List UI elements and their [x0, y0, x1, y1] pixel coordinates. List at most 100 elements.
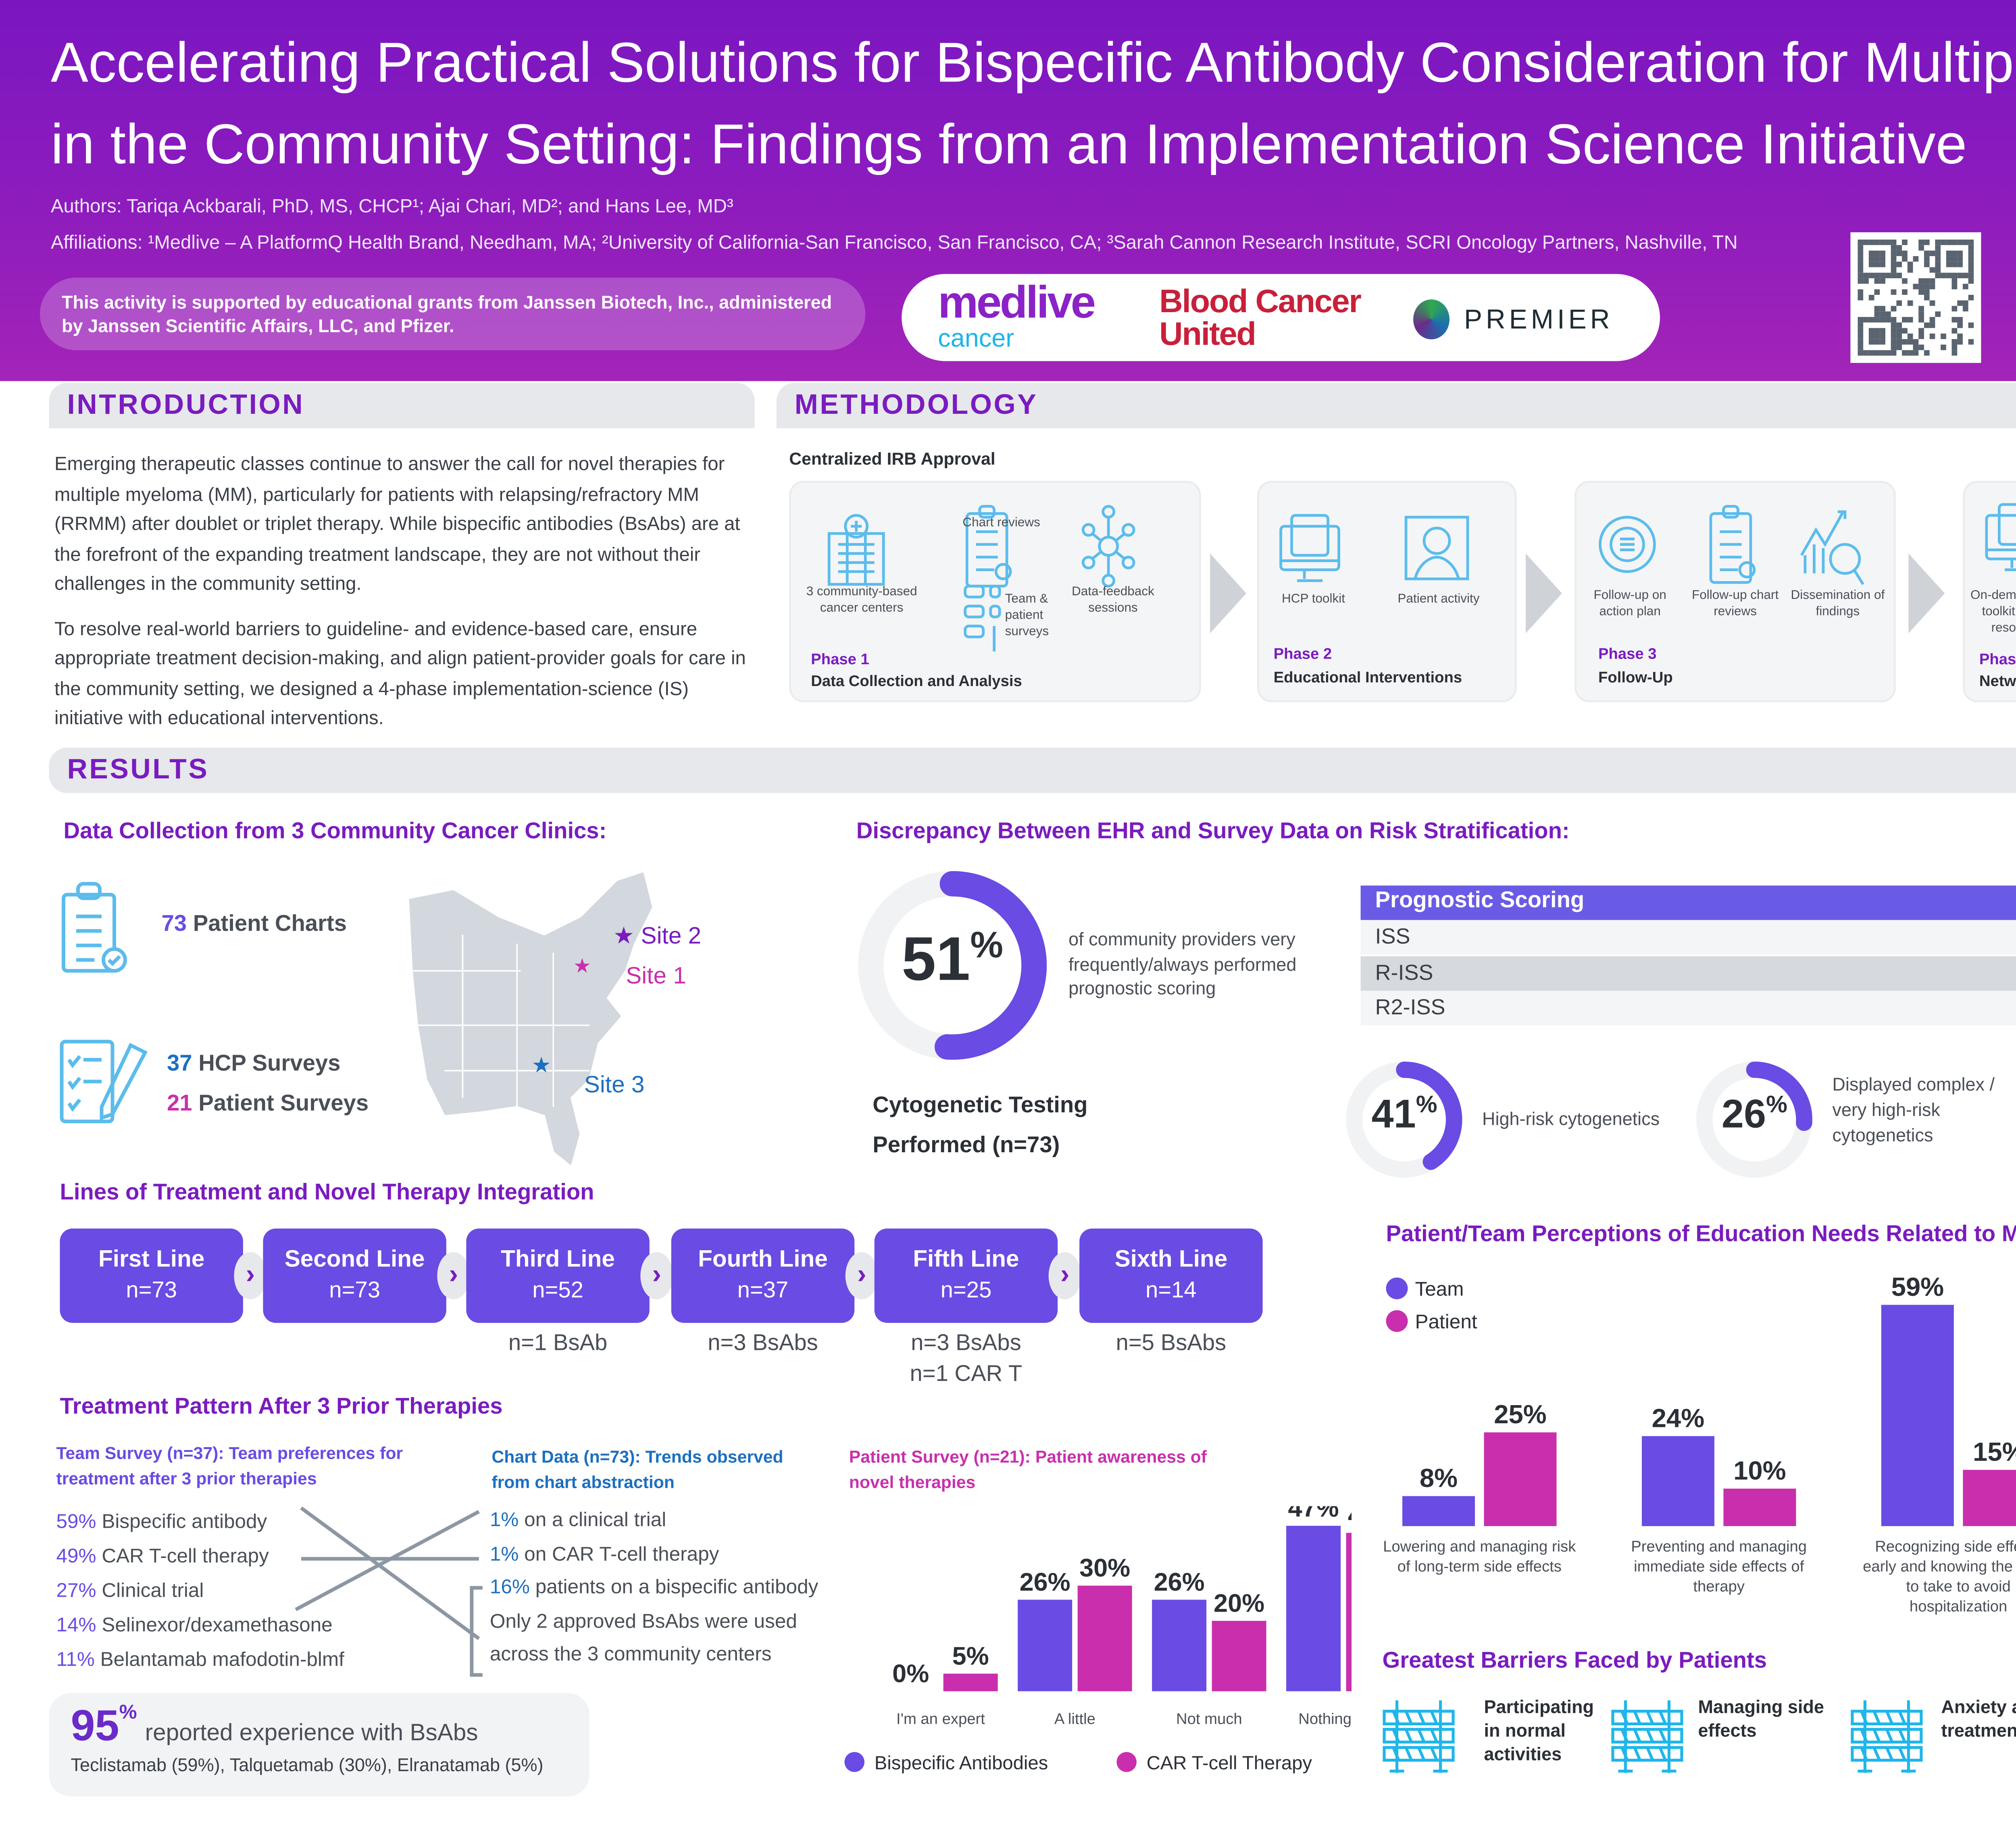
prognostic-scoring-caption: of community providers very frequently/a…	[1068, 931, 1297, 1000]
bar-bispecific-antibodies	[1152, 1600, 1207, 1691]
phase-3-name: Follow-Up	[1598, 667, 1673, 686]
phase-1-item-chart-reviews: Chart reviews	[962, 517, 1040, 530]
phase-3-label: Phase 3	[1598, 644, 1657, 663]
methodology-heading: METHODOLOGY	[794, 390, 1038, 421]
team-survey-title: Team Survey (n=37): Team preferences for…	[56, 1444, 403, 1490]
hcp-surveys-count: 37 HCP Surveys	[167, 1051, 341, 1076]
bar-value-label: 5%	[952, 1642, 989, 1670]
chart-trend-item: Only 2 approved BsAbs were used	[489, 1610, 797, 1633]
phase-2-card: HCP toolkit Patient activity Phase 2 Edu…	[1257, 481, 1517, 703]
table-header-label: Prognostic Scoring	[1375, 887, 1585, 913]
cytogenetic-label: Displayed complex / very high-risk cytog…	[1832, 1076, 1995, 1147]
bar-patient	[1963, 1470, 2016, 1526]
cytogenetic-percent: 41%	[1371, 1091, 1437, 1137]
bar-car-t-cell-therapy	[943, 1673, 998, 1691]
site-3-star-icon: ★	[531, 1052, 551, 1078]
survey-form-icon	[963, 582, 1010, 655]
grant-statement: This activity is supported by educationa…	[40, 277, 866, 350]
bar-value-label: 59%	[1891, 1272, 1944, 1301]
category-label: Nothing at all	[1298, 1710, 1352, 1727]
eastern-us-map	[390, 862, 662, 1170]
category-label: A little	[1054, 1710, 1095, 1727]
legend-dot	[1116, 1752, 1137, 1772]
data-collection-title: Data Collection from 3 Community Cancer …	[63, 818, 607, 844]
phase-4-label: Phase 4	[1979, 649, 2016, 668]
phase-4-card: On-demand HCP toolkit + HCP resources Ne…	[1963, 481, 2016, 703]
legend-dot	[1386, 1277, 1408, 1299]
bar-value-label: 30%	[1079, 1554, 1130, 1582]
donut-arc	[1746, 1062, 1812, 1131]
phase-1-item-surveys: Team & patient surveys	[1005, 593, 1049, 639]
treatment-line-box: First Line n=73	[60, 1228, 243, 1323]
side-effects-bar-chart: 8% 25% Lowering and managing risk of long-t…	[1383, 1272, 2016, 1615]
chevron-right-icon: ›	[437, 1252, 470, 1299]
site-2-marker: ★ Site 2	[613, 922, 702, 949]
bar-value-label: 8%	[1420, 1463, 1458, 1493]
prognostic-scoring-donut	[858, 871, 1047, 1060]
legend-label: Bispecific Antibodies	[875, 1752, 1048, 1774]
treatment-pattern-title: Treatment Pattern After 3 Prior Therapie…	[60, 1393, 503, 1419]
phase-3-item-dissemination: Dissemination of findings	[1791, 590, 1885, 619]
chart-trend-item: 1% on a clinical trial	[489, 1510, 666, 1532]
chevron-right-icon: ›	[845, 1252, 878, 1299]
category-label: to take to avoid	[1906, 1578, 2010, 1595]
patient-charts-count: 73 Patient Charts	[161, 911, 347, 936]
legend-label: Team	[1415, 1278, 1464, 1300]
novel-therapy-note: n=5 BsAbs	[1116, 1330, 1227, 1356]
phase-3-item-follow-up-action-plan: Follow-up on action plan	[1593, 590, 1666, 619]
team-preference-item: 27% Clinical trial	[56, 1580, 204, 1602]
phase-4-name: Network Dissemination	[1979, 671, 2016, 690]
phase-2-item-hcp-toolkit: HCP toolkit	[1282, 593, 1345, 606]
chevron-right-icon	[1525, 553, 1562, 634]
intro-paragraph-2: To resolve real-world barriers to guidel…	[54, 618, 746, 730]
phase-1-item-feedback-sessions: Data-feedback sessions	[1071, 586, 1154, 615]
legend-dot	[1386, 1310, 1408, 1332]
bsab-experience-stat: 95% reported experience with BsAbs	[71, 1702, 478, 1751]
bar-value-label: 45%	[1348, 1506, 1352, 1530]
row-label: R-ISS	[1375, 959, 1433, 984]
legend-label: Patient	[1415, 1311, 1477, 1333]
table-row: R2-ISS0%0%	[1360, 991, 2016, 1026]
table-header-chart	[1360, 885, 2016, 920]
patient-portrait-icon	[1404, 515, 1470, 581]
site-1-label: Site 1	[626, 961, 686, 989]
category-label: therapy	[1693, 1578, 1745, 1595]
treatment-line-box: Third Line n=52	[466, 1228, 650, 1323]
treatment-line-box: Second Line n=73	[263, 1228, 446, 1323]
title-line-2: in the Community Setting: Findings from …	[50, 112, 1967, 176]
bar-value-label: 26%	[1020, 1568, 1070, 1596]
bar-value-label: 47%	[1288, 1506, 1339, 1522]
site-1-star-icon: ★	[573, 956, 591, 978]
category-label: Lowering and managing risk	[1383, 1538, 1576, 1555]
hospital-icon	[824, 508, 889, 588]
qr-code-icon[interactable]	[1850, 232, 1981, 363]
awareness-bar-chart: 0% 5% I'm an expert 26% 30% A little 26% 20% Not…	[844, 1506, 1352, 1774]
phase-1-name: Data Collection and Analysis	[811, 671, 1022, 690]
intro-paragraph-1: Emerging therapeutic classes continue to…	[54, 453, 740, 595]
roadblock-barrier-icon	[1383, 1697, 1455, 1773]
phase-4-item-on-demand-toolkit: On-demand HCP toolkit + HCP resources	[1970, 590, 2016, 635]
bar-value-label: 24%	[1652, 1403, 1705, 1433]
awareness-chart-title: Patient Survey (n=21): Patient awareness…	[849, 1448, 1207, 1494]
novel-therapy-note: n=3 BsAbs	[708, 1330, 818, 1356]
bar-value-label: 25%	[1494, 1399, 1547, 1429]
introduction-body: Emerging therapeutic classes continue to…	[54, 450, 753, 734]
category-label: immediate side effects of	[1634, 1558, 1804, 1575]
site-3-label: Site 3	[584, 1070, 645, 1098]
category-label: Not much	[1176, 1710, 1242, 1727]
bar-value-label: 26%	[1154, 1568, 1205, 1596]
bar-bispecific-antibodies	[1018, 1600, 1073, 1691]
bar-value-label: 15%	[1973, 1437, 2016, 1466]
authors: Authors: Tariqa Ackbarali, PhD, MS, CHCP…	[50, 196, 733, 218]
chevron-right-icon: ›	[640, 1252, 673, 1299]
roadblock-barrier-icon	[1850, 1697, 1923, 1773]
chart-trend-item: 1% on CAR T-cell therapy	[489, 1543, 719, 1565]
bar-team	[1641, 1436, 1714, 1526]
title-line-1: Accelerating Practical Solutions for Bis…	[50, 31, 2016, 94]
barrier-label: Anxiety about treatment efficacy	[1941, 1698, 2016, 1742]
cytogenetic-label: High-risk cytogenetics	[1482, 1110, 1660, 1131]
clipboard-check-icon	[963, 505, 1014, 588]
phase-2-item-patient-activity: Patient activity	[1397, 593, 1480, 606]
table-row: R-ISS53%85%	[1360, 955, 2016, 990]
phase-3-card: Follow-up on action plan Follow-up chart…	[1574, 481, 1896, 703]
